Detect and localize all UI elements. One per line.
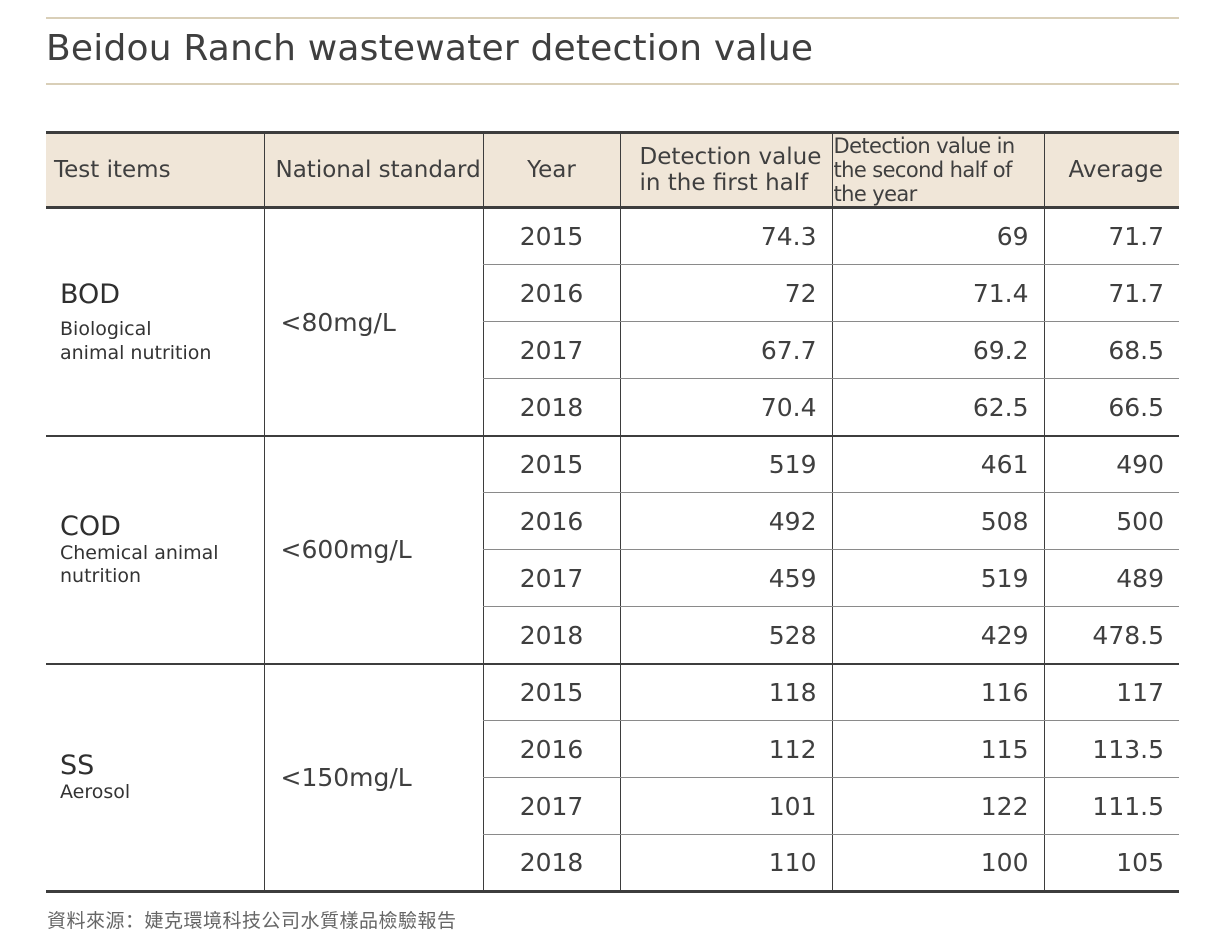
table-row: 2017 67.7 69.2 68.5 xyxy=(46,321,1179,380)
test-item-bod: BOD Biological animal nutrition xyxy=(46,207,264,437)
first-half-cell: 519 xyxy=(619,435,832,494)
year-cell: 2018 xyxy=(482,606,620,665)
title-rule xyxy=(46,83,1179,85)
test-item-name: Aerosol xyxy=(60,781,131,804)
top-rule xyxy=(46,17,1179,19)
table-row: 2016 72 71.4 71.7 xyxy=(46,264,1179,323)
table-row: 2018 70.4 62.5 66.5 xyxy=(46,378,1179,437)
header-national-standard: National standard xyxy=(263,130,483,210)
first-half-cell: 118 xyxy=(619,663,832,722)
second-half-cell: 62.5 xyxy=(831,378,1044,437)
average-cell: 489 xyxy=(1043,549,1179,608)
national-standard-cell: <600mg/L xyxy=(263,435,483,665)
second-half-cell: 116 xyxy=(831,663,1044,722)
second-half-cell: 69 xyxy=(831,207,1044,266)
test-item-code: BOD xyxy=(60,278,121,310)
first-half-cell: 492 xyxy=(619,492,832,551)
year-cell: 2017 xyxy=(482,321,620,380)
first-half-cell: 70.4 xyxy=(619,378,832,437)
year-cell: 2015 xyxy=(482,435,620,494)
header-year: Year xyxy=(482,130,620,210)
test-item-code: SS xyxy=(60,750,95,782)
second-half-cell: 115 xyxy=(831,720,1044,779)
year-cell: 2016 xyxy=(482,492,620,551)
second-half-cell: 429 xyxy=(831,606,1044,665)
national-standard-cell: <150mg/L xyxy=(263,663,483,894)
year-cell: 2017 xyxy=(482,549,620,608)
table-row: 2018 528 429 478.5 xyxy=(46,606,1179,665)
page-title: Beidou Ranch wastewater detection value xyxy=(46,28,814,69)
header-test-items: Test items xyxy=(46,130,264,210)
table-row: 2017 459 519 489 xyxy=(46,549,1179,608)
second-half-cell: 69.2 xyxy=(831,321,1044,380)
second-half-cell: 461 xyxy=(831,435,1044,494)
header-first-half: Detection value in the first half xyxy=(619,130,832,210)
table-row: 2018 110 100 105 xyxy=(46,834,1179,894)
table-row: BOD Biological animal nutrition <80mg/L … xyxy=(46,207,1179,437)
source-footnote: 資料來源：婕克環境科技公司水質樣品檢驗報告 xyxy=(47,910,457,932)
average-cell: 71.7 xyxy=(1043,264,1179,323)
year-cell: 2015 xyxy=(482,663,620,722)
year-cell: 2016 xyxy=(482,720,620,779)
header-second-half: Detection value in the second half of th… xyxy=(831,130,1044,210)
test-item-name: Biological animal nutrition xyxy=(60,317,212,364)
average-cell: 105 xyxy=(1043,834,1179,894)
first-half-cell: 101 xyxy=(619,777,832,836)
second-half-cell: 508 xyxy=(831,492,1044,551)
national-standard-cell: <80mg/L xyxy=(263,207,483,437)
year-cell: 2018 xyxy=(482,378,620,437)
average-cell: 113.5 xyxy=(1043,720,1179,779)
first-half-cell: 112 xyxy=(619,720,832,779)
first-half-cell: 72 xyxy=(619,264,832,323)
second-half-cell: 71.4 xyxy=(831,264,1044,323)
first-half-cell: 459 xyxy=(619,549,832,608)
first-half-cell: 74.3 xyxy=(619,207,832,266)
test-item-cod: COD Chemical animal nutrition xyxy=(46,435,264,665)
test-item-ss: SS Aerosol xyxy=(46,663,264,894)
average-cell: 478.5 xyxy=(1043,606,1179,665)
average-cell: 500 xyxy=(1043,492,1179,551)
average-cell: 117 xyxy=(1043,663,1179,722)
average-cell: 111.5 xyxy=(1043,777,1179,836)
test-item-code: COD xyxy=(60,510,121,542)
year-cell: 2016 xyxy=(482,264,620,323)
second-half-cell: 122 xyxy=(831,777,1044,836)
year-cell: 2017 xyxy=(482,777,620,836)
table-row: 2016 112 115 113.5 xyxy=(46,720,1179,779)
year-cell: 2015 xyxy=(482,207,620,266)
second-half-cell: 519 xyxy=(831,549,1044,608)
detection-table: Test items National standard Year Detect… xyxy=(46,130,1179,894)
table-row: 2016 492 508 500 xyxy=(46,492,1179,551)
table-row: SS Aerosol <150mg/L 2015 118 116 117 xyxy=(46,663,1179,894)
table-row: COD Chemical animal nutrition <600mg/L 2… xyxy=(46,435,1179,665)
header-average: Average xyxy=(1043,130,1179,210)
average-cell: 71.7 xyxy=(1043,207,1179,266)
average-cell: 68.5 xyxy=(1043,321,1179,380)
first-half-cell: 528 xyxy=(619,606,832,665)
year-cell: 2018 xyxy=(482,834,620,894)
header-row: Test items National standard Year Detect… xyxy=(46,130,1179,210)
second-half-cell: 100 xyxy=(831,834,1044,894)
first-half-cell: 110 xyxy=(619,834,832,894)
average-cell: 490 xyxy=(1043,435,1179,494)
average-cell: 66.5 xyxy=(1043,378,1179,437)
first-half-cell: 67.7 xyxy=(619,321,832,380)
table-row: 2017 101 122 111.5 xyxy=(46,777,1179,836)
test-item-name: Chemical animal nutrition xyxy=(60,541,219,588)
